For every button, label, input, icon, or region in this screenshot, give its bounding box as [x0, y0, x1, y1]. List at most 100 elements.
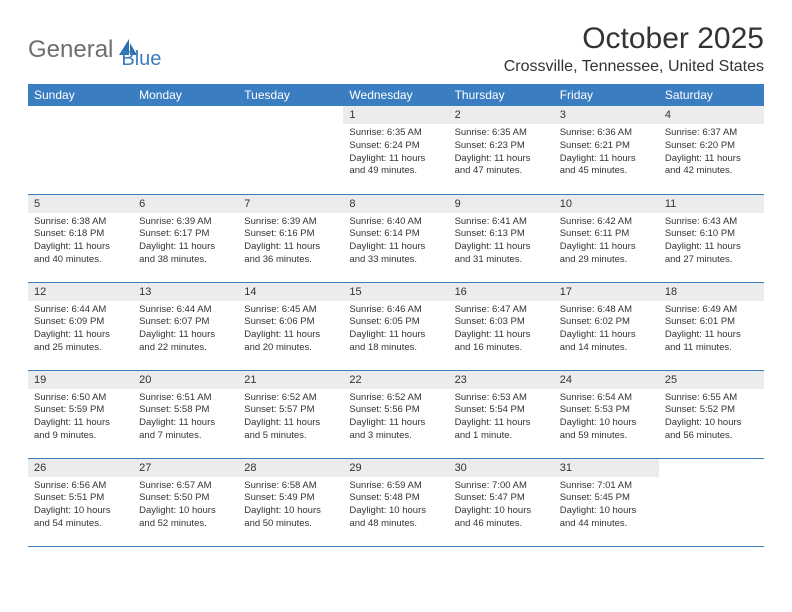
- calendar-day-cell: 5Sunrise: 6:38 AMSunset: 6:18 PMDaylight…: [28, 194, 133, 282]
- day-details: Sunrise: 6:37 AMSunset: 6:20 PMDaylight:…: [659, 124, 764, 184]
- sunset-text: Sunset: 5:47 PM: [455, 492, 548, 505]
- sunset-text: Sunset: 5:52 PM: [665, 404, 758, 417]
- day-number: 12: [28, 283, 133, 301]
- daylight-text: Daylight: 10 hours and 54 minutes.: [34, 505, 127, 531]
- weekday-header: Saturday: [659, 84, 764, 106]
- calendar-day-cell: [28, 106, 133, 194]
- day-details: Sunrise: 6:53 AMSunset: 5:54 PMDaylight:…: [449, 389, 554, 449]
- day-details: Sunrise: 6:51 AMSunset: 5:58 PMDaylight:…: [133, 389, 238, 449]
- sunrise-text: Sunrise: 6:35 AM: [349, 127, 442, 140]
- calendar-day-cell: 10Sunrise: 6:42 AMSunset: 6:11 PMDayligh…: [554, 194, 659, 282]
- day-number: 6: [133, 195, 238, 213]
- calendar-table: Sunday Monday Tuesday Wednesday Thursday…: [28, 84, 764, 547]
- calendar-day-cell: 22Sunrise: 6:52 AMSunset: 5:56 PMDayligh…: [343, 370, 448, 458]
- daylight-text: Daylight: 10 hours and 44 minutes.: [560, 505, 653, 531]
- sunset-text: Sunset: 5:56 PM: [349, 404, 442, 417]
- calendar-day-cell: 31Sunrise: 7:01 AMSunset: 5:45 PMDayligh…: [554, 458, 659, 546]
- daylight-text: Daylight: 11 hours and 18 minutes.: [349, 329, 442, 355]
- daylight-text: Daylight: 11 hours and 49 minutes.: [349, 153, 442, 179]
- sunrise-text: Sunrise: 7:00 AM: [455, 480, 548, 493]
- calendar-week-row: 19Sunrise: 6:50 AMSunset: 5:59 PMDayligh…: [28, 370, 764, 458]
- day-number: 20: [133, 371, 238, 389]
- sunset-text: Sunset: 6:17 PM: [139, 228, 232, 241]
- calendar-day-cell: 7Sunrise: 6:39 AMSunset: 6:16 PMDaylight…: [238, 194, 343, 282]
- calendar-day-cell: 24Sunrise: 6:54 AMSunset: 5:53 PMDayligh…: [554, 370, 659, 458]
- daylight-text: Daylight: 11 hours and 42 minutes.: [665, 153, 758, 179]
- day-number: 21: [238, 371, 343, 389]
- calendar-day-cell: 16Sunrise: 6:47 AMSunset: 6:03 PMDayligh…: [449, 282, 554, 370]
- daylight-text: Daylight: 11 hours and 33 minutes.: [349, 241, 442, 267]
- day-details: Sunrise: 6:44 AMSunset: 6:09 PMDaylight:…: [28, 301, 133, 361]
- daylight-text: Daylight: 11 hours and 20 minutes.: [244, 329, 337, 355]
- day-details: Sunrise: 6:50 AMSunset: 5:59 PMDaylight:…: [28, 389, 133, 449]
- weekday-header: Tuesday: [238, 84, 343, 106]
- sunrise-text: Sunrise: 6:50 AM: [34, 392, 127, 405]
- day-number: 15: [343, 283, 448, 301]
- day-number: 23: [449, 371, 554, 389]
- day-number: 4: [659, 106, 764, 124]
- calendar-week-row: 1Sunrise: 6:35 AMSunset: 6:24 PMDaylight…: [28, 106, 764, 194]
- sunrise-text: Sunrise: 6:52 AM: [349, 392, 442, 405]
- calendar-day-cell: [133, 106, 238, 194]
- sunset-text: Sunset: 5:57 PM: [244, 404, 337, 417]
- calendar-day-cell: 13Sunrise: 6:44 AMSunset: 6:07 PMDayligh…: [133, 282, 238, 370]
- daylight-text: Daylight: 11 hours and 38 minutes.: [139, 241, 232, 267]
- calendar-week-row: 5Sunrise: 6:38 AMSunset: 6:18 PMDaylight…: [28, 194, 764, 282]
- sunset-text: Sunset: 5:59 PM: [34, 404, 127, 417]
- location: Crossville, Tennessee, United States: [504, 58, 764, 76]
- sunrise-text: Sunrise: 6:59 AM: [349, 480, 442, 493]
- sunset-text: Sunset: 6:16 PM: [244, 228, 337, 241]
- weekday-header: Thursday: [449, 84, 554, 106]
- weekday-header: Wednesday: [343, 84, 448, 106]
- sunrise-text: Sunrise: 6:37 AM: [665, 127, 758, 140]
- calendar-day-cell: 28Sunrise: 6:58 AMSunset: 5:49 PMDayligh…: [238, 458, 343, 546]
- calendar-day-cell: 20Sunrise: 6:51 AMSunset: 5:58 PMDayligh…: [133, 370, 238, 458]
- day-details: Sunrise: 6:59 AMSunset: 5:48 PMDaylight:…: [343, 477, 448, 537]
- sunset-text: Sunset: 6:23 PM: [455, 140, 548, 153]
- calendar-day-cell: 14Sunrise: 6:45 AMSunset: 6:06 PMDayligh…: [238, 282, 343, 370]
- title-block: October 2025 Crossville, Tennessee, Unit…: [504, 22, 764, 76]
- sunrise-text: Sunrise: 6:56 AM: [34, 480, 127, 493]
- sunrise-text: Sunrise: 6:57 AM: [139, 480, 232, 493]
- day-details: Sunrise: 6:47 AMSunset: 6:03 PMDaylight:…: [449, 301, 554, 361]
- day-details: Sunrise: 6:35 AMSunset: 6:23 PMDaylight:…: [449, 124, 554, 184]
- weekday-header: Monday: [133, 84, 238, 106]
- calendar-day-cell: 17Sunrise: 6:48 AMSunset: 6:02 PMDayligh…: [554, 282, 659, 370]
- weekday-header: Sunday: [28, 84, 133, 106]
- sunrise-text: Sunrise: 6:35 AM: [455, 127, 548, 140]
- sunset-text: Sunset: 6:01 PM: [665, 316, 758, 329]
- day-details: Sunrise: 6:42 AMSunset: 6:11 PMDaylight:…: [554, 213, 659, 273]
- daylight-text: Daylight: 10 hours and 59 minutes.: [560, 417, 653, 443]
- daylight-text: Daylight: 11 hours and 45 minutes.: [560, 153, 653, 179]
- day-number: 8: [343, 195, 448, 213]
- sunrise-text: Sunrise: 6:48 AM: [560, 304, 653, 317]
- calendar-week-row: 12Sunrise: 6:44 AMSunset: 6:09 PMDayligh…: [28, 282, 764, 370]
- sunset-text: Sunset: 5:51 PM: [34, 492, 127, 505]
- day-number: 16: [449, 283, 554, 301]
- calendar-day-cell: 11Sunrise: 6:43 AMSunset: 6:10 PMDayligh…: [659, 194, 764, 282]
- sunset-text: Sunset: 5:49 PM: [244, 492, 337, 505]
- sunrise-text: Sunrise: 6:39 AM: [244, 216, 337, 229]
- calendar-day-cell: 4Sunrise: 6:37 AMSunset: 6:20 PMDaylight…: [659, 106, 764, 194]
- calendar-day-cell: 25Sunrise: 6:55 AMSunset: 5:52 PMDayligh…: [659, 370, 764, 458]
- daylight-text: Daylight: 10 hours and 52 minutes.: [139, 505, 232, 531]
- sunset-text: Sunset: 5:50 PM: [139, 492, 232, 505]
- daylight-text: Daylight: 11 hours and 16 minutes.: [455, 329, 548, 355]
- sunrise-text: Sunrise: 6:38 AM: [34, 216, 127, 229]
- calendar-day-cell: 6Sunrise: 6:39 AMSunset: 6:17 PMDaylight…: [133, 194, 238, 282]
- day-number: 19: [28, 371, 133, 389]
- day-number: 31: [554, 459, 659, 477]
- daylight-text: Daylight: 10 hours and 56 minutes.: [665, 417, 758, 443]
- calendar-day-cell: 18Sunrise: 6:49 AMSunset: 6:01 PMDayligh…: [659, 282, 764, 370]
- sunset-text: Sunset: 5:58 PM: [139, 404, 232, 417]
- logo-text-general: General: [28, 36, 113, 64]
- calendar-week-row: 26Sunrise: 6:56 AMSunset: 5:51 PMDayligh…: [28, 458, 764, 546]
- sunset-text: Sunset: 5:53 PM: [560, 404, 653, 417]
- sunrise-text: Sunrise: 6:41 AM: [455, 216, 548, 229]
- day-number: [659, 459, 764, 465]
- calendar-day-cell: [659, 458, 764, 546]
- daylight-text: Daylight: 11 hours and 36 minutes.: [244, 241, 337, 267]
- sunrise-text: Sunrise: 6:49 AM: [665, 304, 758, 317]
- day-number: 26: [28, 459, 133, 477]
- daylight-text: Daylight: 11 hours and 1 minute.: [455, 417, 548, 443]
